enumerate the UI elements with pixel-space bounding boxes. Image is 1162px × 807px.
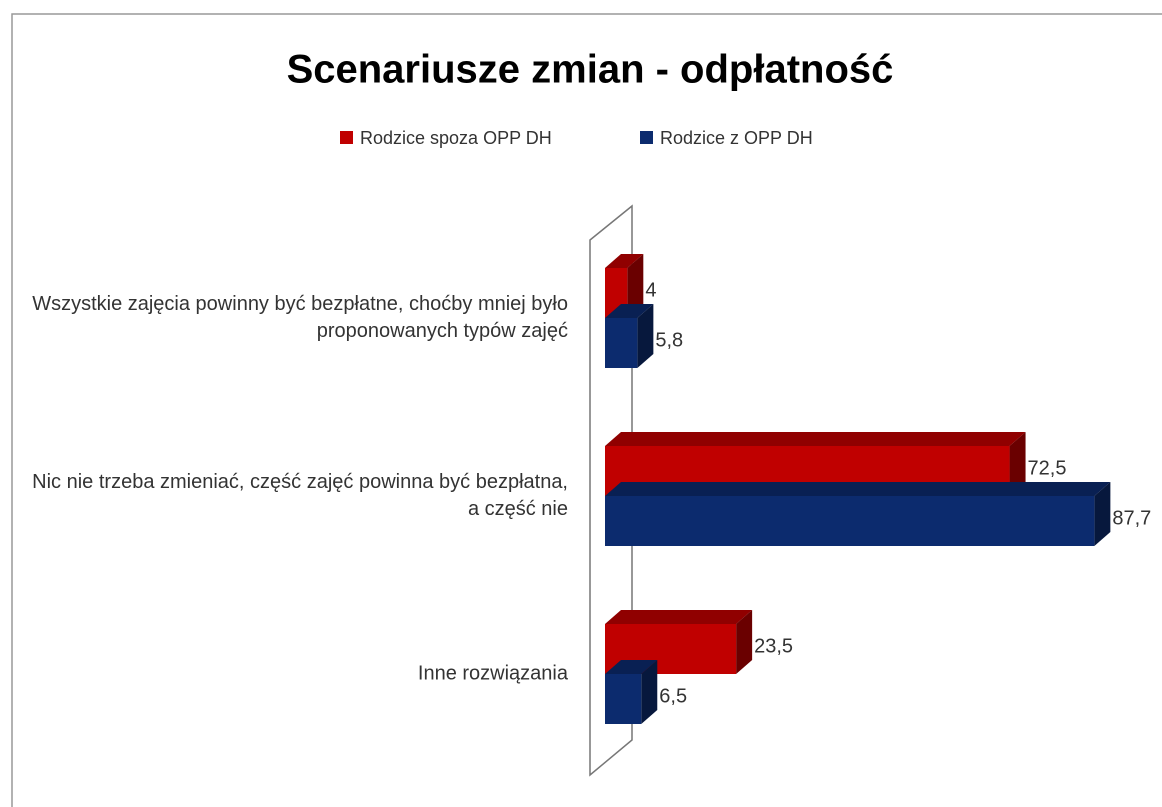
- category-label: Wszystkie zajęcia powinny być bezpłatne,…: [32, 293, 568, 342]
- data-label: 4: [645, 279, 656, 301]
- chart-title: Scenariusze zmian - odpłatność: [287, 48, 894, 92]
- data-label: 5,8: [655, 329, 683, 351]
- legend-label: Rodzice spoza OPP DH: [360, 128, 552, 148]
- category-label: Inne rozwiązania: [417, 662, 568, 685]
- bar-top: [605, 660, 658, 674]
- data-label: 6,5: [659, 685, 687, 707]
- legend-swatch: [340, 131, 353, 144]
- bar-side: [1094, 482, 1111, 546]
- bar-top: [605, 610, 753, 624]
- bar: [605, 674, 642, 724]
- bar-top: [605, 254, 644, 268]
- category-label: Nic nie trzeba zmieniać, część zajęć pow…: [32, 471, 568, 520]
- bar-top: [605, 304, 654, 318]
- data-label: 72,5: [1028, 457, 1067, 479]
- bar: [605, 496, 1095, 546]
- bar-side: [627, 254, 644, 318]
- bar: [605, 318, 638, 368]
- bar-side: [1009, 432, 1026, 496]
- bar-side: [736, 610, 753, 674]
- data-label: 87,7: [1112, 507, 1151, 529]
- bar-side: [641, 660, 658, 724]
- bar-top: [605, 482, 1111, 496]
- data-label: 23,5: [754, 635, 793, 657]
- legend-label: Rodzice z OPP DH: [660, 128, 813, 148]
- legend-swatch: [640, 131, 653, 144]
- chart-frame: [11, 13, 1162, 807]
- bar-top: [605, 432, 1026, 446]
- bar-side: [637, 304, 654, 368]
